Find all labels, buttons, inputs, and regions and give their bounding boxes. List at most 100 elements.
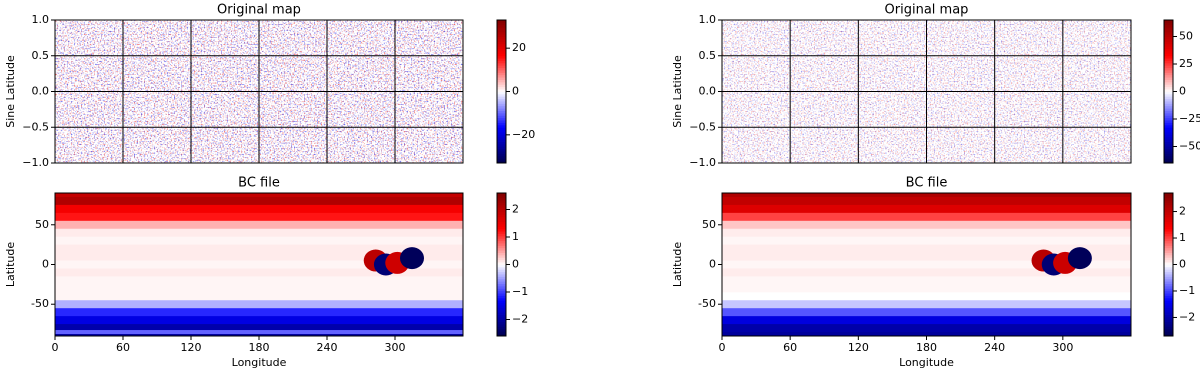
- colorbar-cell: [1164, 331, 1173, 335]
- colorbar-tick-label: −50: [1179, 140, 1200, 153]
- colorbar-cell: [497, 39, 506, 42]
- y-tick-label: −1.0: [22, 156, 49, 169]
- colorbar-tick-label: 50: [1179, 30, 1193, 43]
- colorbar-cell: [1164, 309, 1173, 313]
- panel-title: Original map: [885, 3, 969, 18]
- colorbar-cell: [497, 333, 506, 337]
- colorbar-cell: [497, 143, 506, 147]
- colorbar-cell: [1164, 307, 1173, 311]
- lat-band: [722, 308, 1131, 317]
- colorbar-cell: [1164, 105, 1173, 109]
- colorbar-cell: [1164, 98, 1173, 102]
- colorbar-cell: [497, 70, 506, 73]
- colorbar-cell: [497, 55, 506, 59]
- colorbar-cell: [1164, 269, 1173, 273]
- colorbar-cell: [497, 307, 506, 311]
- colorbar-cell: [497, 127, 506, 131]
- colorbar-cell: [1164, 62, 1173, 66]
- colorbar-cell: [1164, 243, 1173, 246]
- colorbar-cell: [497, 202, 506, 206]
- colorbar-cell: [1164, 328, 1173, 332]
- colorbar-cell: [497, 122, 506, 126]
- colorbar-cell: [497, 22, 506, 26]
- x-tick-label: 300: [385, 341, 406, 354]
- colorbar-cell: [497, 254, 506, 258]
- lat-band: [722, 212, 1131, 222]
- colorbar-cell: [497, 43, 506, 47]
- x-axis-label: Longitude: [232, 356, 287, 369]
- colorbar-cell: [1164, 197, 1173, 201]
- colorbar-cell: [497, 285, 506, 289]
- colorbar-cell: [497, 36, 506, 40]
- colorbar-cell: [497, 139, 506, 142]
- colorbar-cell: [1164, 233, 1173, 237]
- panel: Original map −1.0 −0.5 0.0 0.5 1.0 Sine Latitu…: [4, 3, 535, 170]
- feature: [1067, 247, 1092, 270]
- lat-band: [722, 300, 1131, 309]
- colorbar-cell: [497, 204, 506, 208]
- colorbar-cell: [1164, 36, 1173, 40]
- colorbar-cell: [1164, 110, 1173, 114]
- colorbar-cell: [497, 243, 506, 246]
- colorbar-cell: [1164, 209, 1173, 213]
- colorbar-cell: [497, 328, 506, 332]
- colorbar-cell: [497, 96, 506, 100]
- colorbar-cell: [1164, 34, 1173, 38]
- colorbar-cell: [1164, 60, 1173, 64]
- colorbar-cell: [497, 86, 506, 90]
- x-axis-label: Longitude: [899, 356, 954, 369]
- colorbar-cell: [1164, 271, 1173, 275]
- colorbar-cell: [1164, 207, 1173, 211]
- lat-band: [55, 244, 463, 254]
- feature: [400, 247, 424, 270]
- y-axis-label: Latitude: [671, 242, 684, 288]
- colorbar-cell: [1164, 124, 1173, 128]
- lat-band: [55, 236, 463, 246]
- y-tick-label: 50: [35, 218, 49, 231]
- colorbar-cell: [497, 252, 506, 256]
- colorbar-cell: [497, 231, 506, 234]
- colorbar-cell: [1164, 221, 1173, 225]
- colorbar-cell: [1164, 333, 1173, 337]
- colorbar-cell: [1164, 297, 1173, 301]
- colorbar-cell: [1164, 216, 1173, 220]
- colorbar-cell: [497, 319, 506, 323]
- colorbar-cell: [1164, 129, 1173, 133]
- y-tick-label: −1.0: [689, 156, 716, 169]
- colorbar-cell: [497, 60, 506, 64]
- colorbar-cell: [1164, 53, 1173, 57]
- y-tick-label: 50: [702, 218, 716, 231]
- colorbar-cell: [497, 297, 506, 301]
- colorbar-cell: [1164, 148, 1173, 152]
- lat-band: [722, 244, 1131, 254]
- colorbar-cell: [1164, 117, 1173, 121]
- colorbar-cell: [1164, 281, 1173, 284]
- colorbar-cell: [497, 250, 506, 253]
- lat-band: [55, 212, 463, 222]
- x-tick-label: 120: [181, 341, 202, 354]
- colorbar-tick-label: 0: [512, 258, 519, 271]
- lat-band: [55, 334, 463, 337]
- colorbar-cell: [497, 46, 506, 49]
- colorbar-cell: [497, 314, 506, 318]
- colorbar-cell: [1164, 264, 1173, 268]
- colorbar-cell: [1164, 48, 1173, 52]
- colorbar-cell: [497, 50, 506, 54]
- x-tick-label: 180: [916, 341, 937, 354]
- colorbar-cell: [497, 302, 506, 306]
- colorbar-cell: [1164, 204, 1173, 208]
- colorbar-cell: [497, 228, 506, 232]
- colorbar-cell: [1164, 238, 1173, 242]
- colorbar-cell: [497, 214, 506, 218]
- colorbar-tick-label: −2: [1179, 310, 1195, 323]
- colorbar-cell: [1164, 103, 1173, 107]
- colorbar-cell: [1164, 84, 1173, 88]
- colorbar-cell: [1164, 202, 1173, 206]
- y-axis-label: Latitude: [4, 242, 17, 288]
- colorbar-cell: [497, 53, 506, 57]
- x-tick-label: 0: [52, 341, 59, 354]
- colorbar-cell: [497, 158, 506, 162]
- colorbar-cell: [1164, 67, 1173, 71]
- y-axis-label: Sine Latitude: [671, 55, 684, 128]
- y-tick-label: 0.5: [32, 49, 50, 62]
